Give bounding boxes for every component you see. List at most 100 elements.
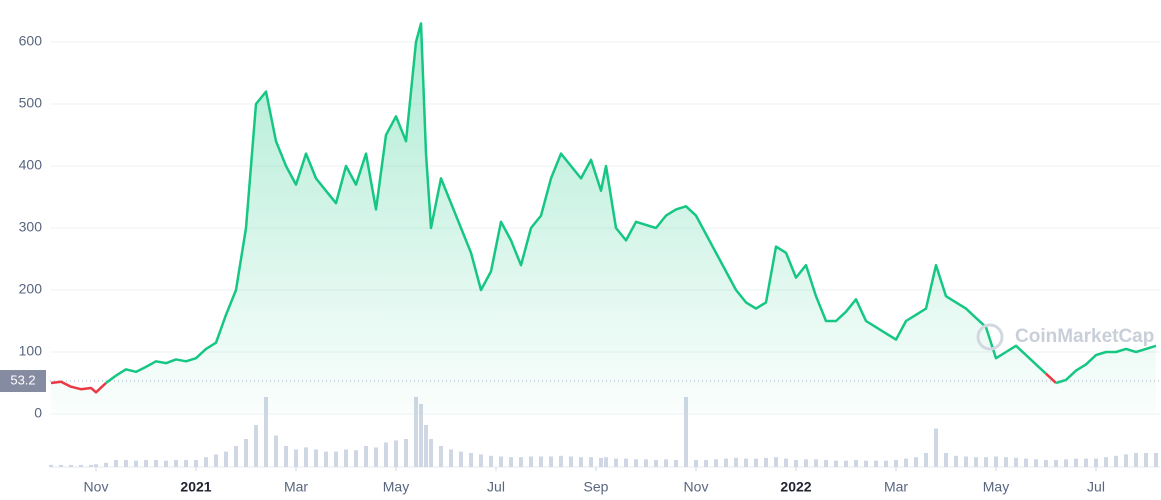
volume-bar — [774, 457, 778, 467]
volume-bar — [1134, 453, 1138, 467]
volume-bar — [164, 460, 168, 467]
volume-bar — [704, 460, 708, 467]
volume-bar — [674, 460, 678, 467]
x-tick-label: May — [383, 479, 409, 495]
volume-bar — [914, 457, 918, 467]
volume-bar — [764, 457, 768, 467]
line-connector — [105, 374, 117, 385]
y-tick-label: 300 — [19, 219, 43, 235]
volume-bar — [934, 428, 938, 467]
price-area — [51, 23, 1156, 415]
volume-bar — [364, 446, 368, 467]
volume-bar — [964, 456, 968, 467]
volume-bar — [424, 425, 428, 467]
volume-bar — [154, 460, 158, 467]
volume-bar — [419, 404, 423, 467]
volume-bar — [549, 456, 553, 467]
volume-bar — [724, 458, 728, 467]
volume-bar — [634, 459, 638, 467]
y-tick-label: 500 — [19, 95, 43, 111]
x-tick-label: Mar — [884, 479, 908, 495]
volume-bar — [404, 439, 408, 467]
volume-bar — [984, 457, 988, 467]
volume-bar — [1124, 454, 1128, 467]
x-tick-label: Sep — [584, 479, 609, 495]
volume-bar — [384, 442, 388, 467]
volume-bar — [1154, 453, 1158, 467]
y-tick-label: 100 — [19, 343, 43, 359]
x-tick-label: Jul — [487, 479, 505, 495]
volume-bar — [519, 457, 523, 467]
volume-bar — [954, 455, 958, 467]
volume-bar — [1114, 455, 1118, 467]
volume-bar — [1024, 458, 1028, 467]
volume-bar — [664, 459, 668, 467]
volume-bar — [374, 447, 378, 467]
volume-bar — [254, 425, 258, 467]
volume-bar — [694, 460, 698, 467]
volume-bar — [344, 449, 348, 467]
volume-bar — [1014, 457, 1018, 467]
volume-bar — [944, 453, 948, 467]
volume-bar — [314, 449, 318, 467]
volume-bar — [334, 451, 338, 467]
volume-bar — [529, 456, 533, 467]
volume-bar — [499, 456, 503, 467]
volume-bar — [469, 453, 473, 467]
volume-bar — [854, 460, 858, 467]
x-tick-label: 2022 — [780, 479, 811, 495]
volume-bar — [614, 458, 618, 467]
volume-bar — [174, 460, 178, 467]
volume-bar — [1144, 453, 1148, 467]
price-line — [1065, 344, 1157, 381]
volume-bar — [1064, 459, 1068, 467]
volume-bar — [904, 458, 908, 467]
line-connector — [1055, 378, 1067, 385]
volume-bar — [429, 439, 433, 467]
volume-bar — [264, 397, 268, 467]
volume-bar — [459, 451, 463, 467]
volume-bar — [509, 457, 513, 467]
volume-bar — [754, 458, 758, 467]
price-line — [50, 380, 107, 394]
volume-bar — [144, 460, 148, 467]
volume-bar — [214, 454, 218, 467]
volume-bar — [579, 457, 583, 467]
x-tick-label: May — [983, 479, 1009, 495]
volume-bar — [69, 464, 73, 467]
volume-bar — [604, 457, 608, 467]
volume-bar — [134, 460, 138, 467]
volume-bar — [794, 460, 798, 467]
volume-bar — [234, 446, 238, 467]
volume-bar — [194, 460, 198, 467]
volume-bar — [589, 457, 593, 467]
reference-label: 53.2 — [10, 372, 35, 387]
y-tick-label: 400 — [19, 157, 43, 173]
volume-bar — [489, 455, 493, 467]
volume-bar — [559, 455, 563, 467]
volume-bar — [644, 459, 648, 467]
volume-bar — [394, 440, 398, 467]
y-tick-label: 0 — [34, 405, 42, 421]
volume-bar — [834, 460, 838, 467]
volume-bar — [974, 457, 978, 467]
volume-bar — [414, 397, 418, 467]
watermark: CoinMarketCap — [1015, 326, 1154, 347]
watermark-logo — [976, 323, 1004, 351]
volume-bar — [824, 460, 828, 467]
x-tick-label: Mar — [284, 479, 308, 495]
volume-bar — [1054, 460, 1058, 467]
volume-bar — [654, 460, 658, 467]
volume-bar — [94, 464, 98, 467]
volume-bar — [244, 439, 248, 467]
volume-bar — [124, 460, 128, 467]
y-tick-label: 600 — [19, 33, 43, 49]
volume-bar — [599, 457, 603, 467]
volume-bar — [274, 435, 278, 467]
volume-bar — [49, 464, 53, 467]
volume-bar — [1044, 460, 1048, 467]
volume-bar — [59, 464, 63, 467]
volume-bar — [114, 460, 118, 467]
volume-bar — [684, 397, 688, 467]
